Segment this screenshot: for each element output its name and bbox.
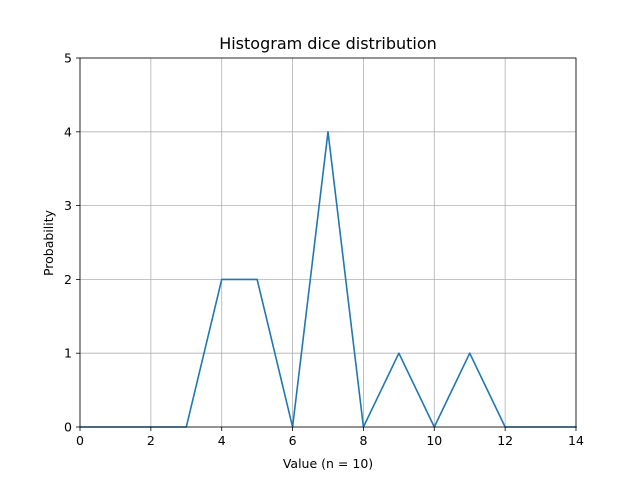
chart-title: Histogram dice distribution bbox=[219, 34, 437, 53]
x-tick-label: 12 bbox=[497, 433, 513, 448]
y-axis-label: Probability bbox=[41, 209, 56, 276]
y-tick-label: 0 bbox=[64, 420, 72, 435]
x-tick-label: 2 bbox=[147, 433, 155, 448]
x-tick-label: 10 bbox=[426, 433, 442, 448]
y-tick-label: 1 bbox=[64, 346, 72, 361]
x-axis-ticks: 0 2 4 6 8 10 12 14 bbox=[76, 427, 584, 448]
x-tick-label: 6 bbox=[289, 433, 297, 448]
y-tick-label: 4 bbox=[64, 124, 72, 139]
x-tick-label: 8 bbox=[359, 433, 367, 448]
x-axis-label: Value (n = 10) bbox=[283, 456, 373, 471]
y-axis-ticks: 0 1 2 3 4 5 bbox=[64, 51, 80, 435]
plot-frame bbox=[79, 57, 577, 428]
y-tick-label: 3 bbox=[64, 198, 72, 213]
x-tick-label: 0 bbox=[76, 433, 84, 448]
y-tick-label: 5 bbox=[64, 51, 72, 66]
x-tick-label: 14 bbox=[568, 433, 584, 448]
x-tick-label: 4 bbox=[218, 433, 226, 448]
y-tick-label: 2 bbox=[64, 272, 72, 287]
